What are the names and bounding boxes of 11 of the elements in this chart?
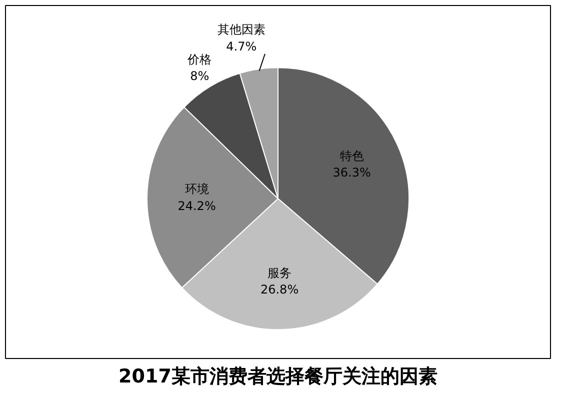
data-label: 24.2% — [178, 199, 216, 214]
data-label: 26.8% — [260, 282, 299, 297]
slice-label: 特色 — [340, 148, 364, 163]
text: 2017某市消费者选择餐厅关注的因素 — [118, 366, 438, 388]
data-label: 36.3% — [332, 166, 371, 180]
slice-label: 价格 — [186, 52, 212, 66]
slice-label: 服务 — [268, 266, 292, 280]
data-label: 4.7% — [226, 39, 257, 54]
data-label: 8% — [190, 69, 210, 84]
slice-label: 其他因素 — [217, 22, 266, 37]
slice-label: 环境 — [184, 182, 209, 196]
